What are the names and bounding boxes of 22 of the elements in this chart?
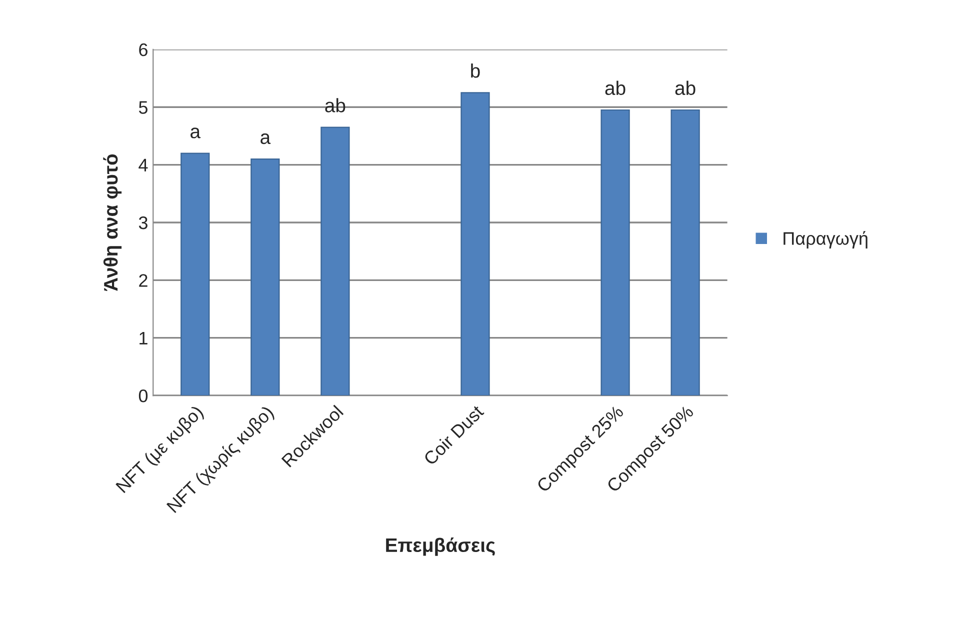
y-tick-label: 1 bbox=[140, 332, 148, 344]
y-tick-label: 3 bbox=[138, 216, 148, 230]
x-axis-title: Επεμβάσεις bbox=[386, 538, 495, 556]
bar bbox=[670, 109, 700, 396]
annotation: ab bbox=[325, 98, 346, 112]
y-tick-label: 4 bbox=[138, 158, 148, 172]
bar bbox=[460, 92, 490, 396]
y-axis-title: Άνθη ανα φυτό bbox=[103, 154, 122, 292]
bar bbox=[600, 109, 630, 396]
y-tick-label: 0 bbox=[138, 389, 148, 402]
annotation: b bbox=[471, 63, 480, 78]
bar bbox=[180, 152, 210, 396]
bar bbox=[320, 126, 350, 396]
y-tick-label: 2 bbox=[139, 274, 148, 287]
annotation: ab bbox=[605, 80, 626, 96]
annotation: ab bbox=[675, 80, 696, 96]
y-tick-label: 6 bbox=[139, 43, 148, 56]
annotation: a bbox=[190, 128, 201, 138]
y-tick-label: 5 bbox=[138, 101, 148, 114]
legend-label: Παραγωγή bbox=[784, 231, 868, 248]
bar bbox=[250, 158, 280, 396]
annotation: a bbox=[260, 133, 271, 144]
